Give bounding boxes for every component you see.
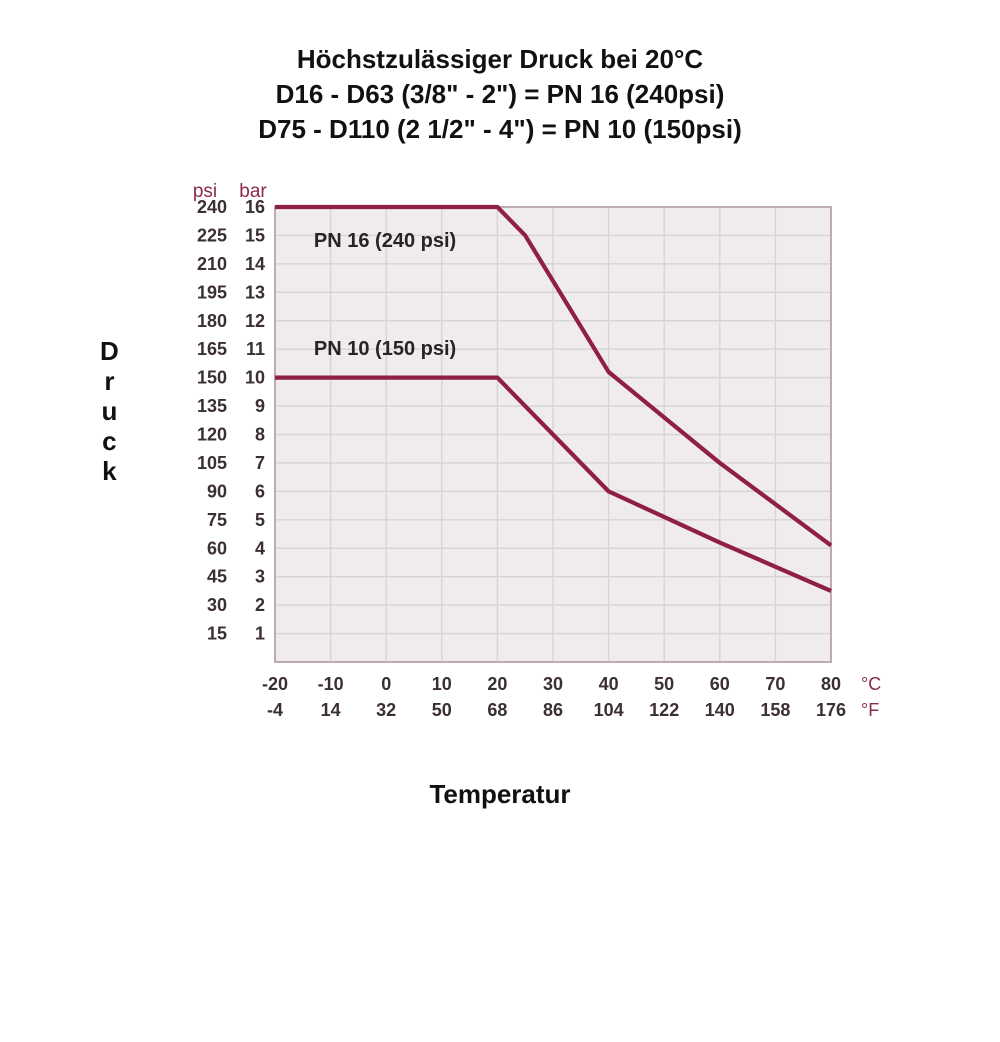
svg-text:180: 180	[197, 311, 227, 331]
x-axis-label: Temperatur	[90, 779, 910, 810]
svg-text:5: 5	[255, 510, 265, 530]
pressure-temperature-chart: PN 16 (240 psi)PN 10 (150 psi)psibar2401…	[90, 177, 910, 757]
svg-text:-20: -20	[262, 674, 288, 694]
svg-text:75: 75	[207, 510, 227, 530]
svg-text:2: 2	[255, 595, 265, 615]
svg-text:20: 20	[487, 674, 507, 694]
svg-text:90: 90	[207, 482, 227, 502]
svg-text:8: 8	[255, 425, 265, 445]
svg-text:10: 10	[245, 368, 265, 388]
svg-text:158: 158	[760, 700, 790, 720]
svg-text:15: 15	[245, 226, 265, 246]
svg-text:-4: -4	[267, 700, 283, 720]
svg-text:1: 1	[255, 624, 265, 644]
svg-text:225: 225	[197, 226, 227, 246]
svg-text:16: 16	[245, 197, 265, 217]
chart-area: D r u c k PN 16 (240 psi) PN 10 (150 psi)…	[90, 177, 910, 810]
svg-text:135: 135	[197, 396, 227, 416]
svg-text:14: 14	[321, 700, 341, 720]
svg-text:104: 104	[594, 700, 624, 720]
svg-text:50: 50	[432, 700, 452, 720]
svg-text:50: 50	[654, 674, 674, 694]
svg-text:45: 45	[207, 567, 227, 587]
svg-text:68: 68	[487, 700, 507, 720]
svg-text:°F: °F	[861, 700, 879, 720]
svg-text:195: 195	[197, 283, 227, 303]
svg-text:105: 105	[197, 453, 227, 473]
svg-text:4: 4	[255, 539, 265, 559]
svg-text:PN 16 (240 psi): PN 16 (240 psi)	[314, 230, 456, 252]
svg-text:°C: °C	[861, 674, 881, 694]
svg-text:-10: -10	[318, 674, 344, 694]
svg-text:6: 6	[255, 482, 265, 502]
svg-text:11: 11	[246, 339, 265, 359]
svg-text:15: 15	[207, 624, 227, 644]
y-axis-label: D r u c k	[100, 337, 119, 486]
svg-text:30: 30	[543, 674, 563, 694]
svg-text:0: 0	[381, 674, 391, 694]
svg-text:240: 240	[197, 197, 227, 217]
svg-text:13: 13	[245, 283, 265, 303]
title-line-1: Höchstzulässiger Druck bei 20°C	[0, 42, 1000, 77]
svg-text:12: 12	[245, 311, 265, 331]
y-axis-label-char: r	[100, 367, 119, 397]
svg-text:140: 140	[705, 700, 735, 720]
svg-text:165: 165	[197, 339, 227, 359]
svg-text:9: 9	[255, 396, 265, 416]
svg-text:32: 32	[376, 700, 396, 720]
svg-text:PN 10 (150 psi): PN 10 (150 psi)	[314, 338, 456, 360]
svg-text:7: 7	[255, 453, 265, 473]
svg-text:60: 60	[710, 674, 730, 694]
svg-text:14: 14	[245, 254, 265, 274]
y-axis-label-char: c	[100, 427, 119, 457]
svg-text:122: 122	[649, 700, 679, 720]
svg-text:40: 40	[599, 674, 619, 694]
svg-text:30: 30	[207, 595, 227, 615]
svg-text:120: 120	[197, 425, 227, 445]
svg-text:210: 210	[197, 254, 227, 274]
title-line-3: D75 - D110 (2 1/2" - 4") = PN 10 (150psi…	[0, 112, 1000, 147]
title-block: Höchstzulässiger Druck bei 20°C D16 - D6…	[0, 42, 1000, 147]
svg-text:70: 70	[765, 674, 785, 694]
svg-text:10: 10	[432, 674, 452, 694]
svg-text:150: 150	[197, 368, 227, 388]
y-axis-label-char: k	[100, 457, 119, 487]
svg-text:86: 86	[543, 700, 563, 720]
y-axis-label-char: D	[100, 337, 119, 367]
title-line-2: D16 - D63 (3/8" - 2") = PN 16 (240psi)	[0, 77, 1000, 112]
svg-text:176: 176	[816, 700, 846, 720]
svg-text:80: 80	[821, 674, 841, 694]
svg-text:3: 3	[255, 567, 265, 587]
svg-text:60: 60	[207, 539, 227, 559]
y-axis-label-char: u	[100, 397, 119, 427]
